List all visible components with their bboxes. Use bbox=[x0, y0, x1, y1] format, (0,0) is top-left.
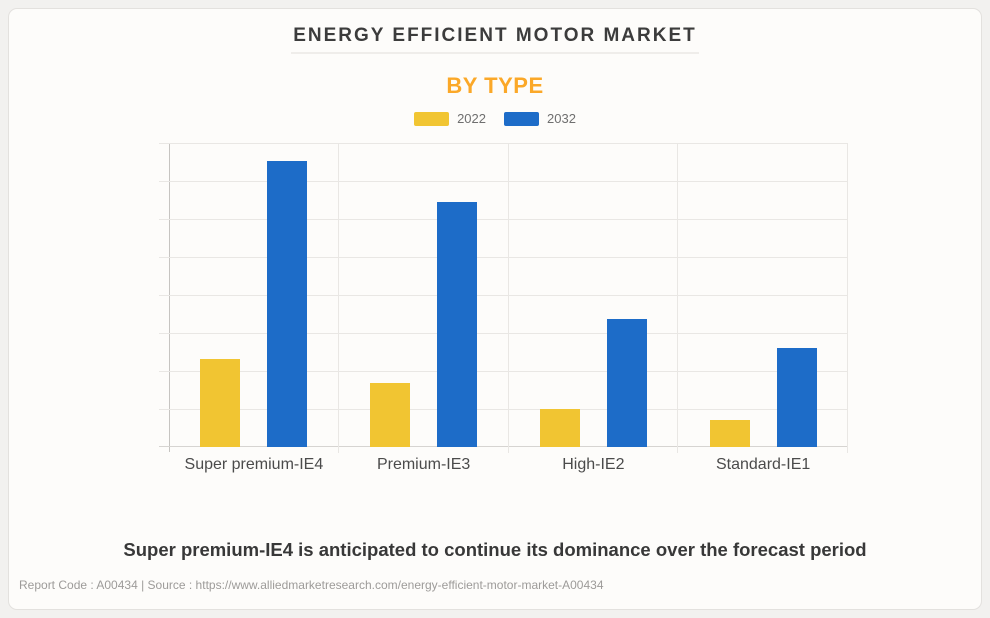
bar-group-premium-ie3 bbox=[339, 143, 509, 447]
horizontal-gridline bbox=[159, 257, 848, 258]
bar-2032-super-premium-ie4[interactable] bbox=[267, 161, 308, 447]
bar-2022-standard-ie1[interactable] bbox=[709, 419, 750, 447]
category-label-premium-ie3: Premium-IE3 bbox=[376, 456, 471, 473]
chart-card: ENERGY EFFICIENT MOTOR MARKET BY TYPE 20… bbox=[8, 8, 982, 610]
legend-label-2022: 2022 bbox=[457, 111, 486, 126]
x-axis-line bbox=[159, 446, 848, 447]
bar-2022-premium-ie3[interactable] bbox=[370, 383, 411, 447]
bar-2022-high-ie2[interactable] bbox=[539, 409, 580, 447]
plot-area: Super premium-IE4 Premium-IE3 High-IE2 Stan… bbox=[159, 143, 848, 473]
vertical-gridline bbox=[507, 143, 509, 453]
horizontal-gridline bbox=[159, 219, 848, 220]
legend-item-2032[interactable]: 2032 bbox=[504, 111, 576, 126]
category-label-high-ie2: High-IE2 bbox=[562, 456, 625, 473]
chart-caption: Super premium-IE4 is anticipated to cont… bbox=[123, 539, 867, 560]
chart-title: ENERGY EFFICIENT MOTOR MARKET bbox=[293, 25, 697, 46]
category-label-super-premium-ie4: Super premium-IE4 bbox=[184, 456, 324, 473]
title-divider bbox=[291, 52, 699, 54]
horizontal-gridline bbox=[159, 333, 848, 334]
vertical-gridline bbox=[847, 143, 848, 453]
horizontal-gridline bbox=[159, 371, 848, 372]
legend-label-2032: 2032 bbox=[547, 111, 576, 126]
horizontal-gridline bbox=[159, 143, 848, 144]
bar-2022-super-premium-ie4[interactable] bbox=[200, 358, 241, 447]
bar-2032-high-ie2[interactable] bbox=[606, 319, 647, 447]
chart-subtitle: BY TYPE bbox=[446, 73, 544, 98]
legend-item-2022[interactable]: 2022 bbox=[414, 111, 486, 126]
horizontal-gridline bbox=[159, 181, 848, 182]
y-axis-line bbox=[169, 143, 170, 452]
legend-swatch-2032 bbox=[504, 111, 539, 126]
horizontal-gridline bbox=[159, 295, 848, 296]
bar-2032-standard-ie1[interactable] bbox=[776, 348, 817, 447]
report-source-text: Report Code : A00434 | Source : https://… bbox=[19, 578, 604, 592]
category-label-standard-ie1: Standard-IE1 bbox=[715, 456, 811, 473]
bar-group-standard-ie1 bbox=[678, 143, 848, 447]
legend-swatch-2022 bbox=[414, 111, 450, 126]
horizontal-gridline bbox=[159, 409, 848, 410]
bar-group-high-ie2 bbox=[509, 143, 679, 447]
chart-legend: 2022 2032 bbox=[9, 111, 981, 126]
bar-group-super-premium-ie4 bbox=[169, 143, 339, 447]
bar-2032-premium-ie3[interactable] bbox=[437, 202, 478, 447]
vertical-gridline bbox=[337, 143, 339, 453]
vertical-gridline bbox=[677, 143, 679, 453]
